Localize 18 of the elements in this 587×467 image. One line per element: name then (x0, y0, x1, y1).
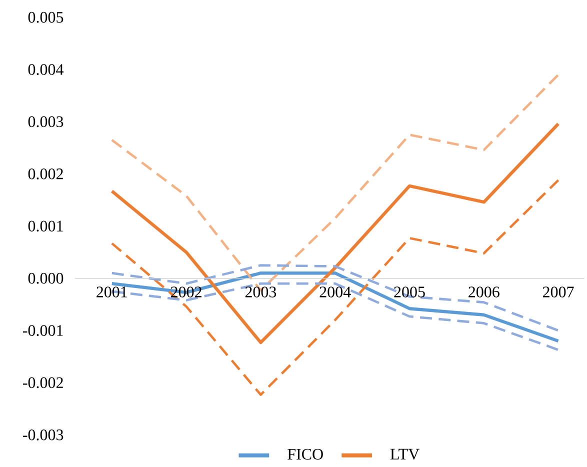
x-tick-label: 2006 (468, 286, 500, 298)
legend-label: LTV (390, 448, 420, 460)
x-tick-label: 2005 (394, 286, 425, 298)
x-tick-label: 2003 (245, 286, 276, 298)
x-tick-label: 2002 (171, 286, 202, 298)
y-tick-label: -0.001 (23, 324, 63, 336)
y-tick-label: 0.003 (28, 116, 64, 128)
y-tick-label: -0.003 (23, 429, 64, 440)
y-tick-label: 0.001 (28, 220, 63, 232)
y-tick-label: -0.002 (23, 377, 63, 388)
y-tick-label: 0.005 (28, 12, 64, 23)
x-tick-label: 2001 (96, 286, 127, 298)
y-tick-label: 0.000 (28, 272, 64, 284)
legend-label: FICO (288, 448, 323, 460)
x-tick-label: 2007 (542, 286, 574, 298)
y-tick-label: 0.004 (28, 64, 64, 75)
x-tick-label: 2004 (320, 286, 351, 298)
y-tick-label: 0.002 (28, 168, 63, 180)
